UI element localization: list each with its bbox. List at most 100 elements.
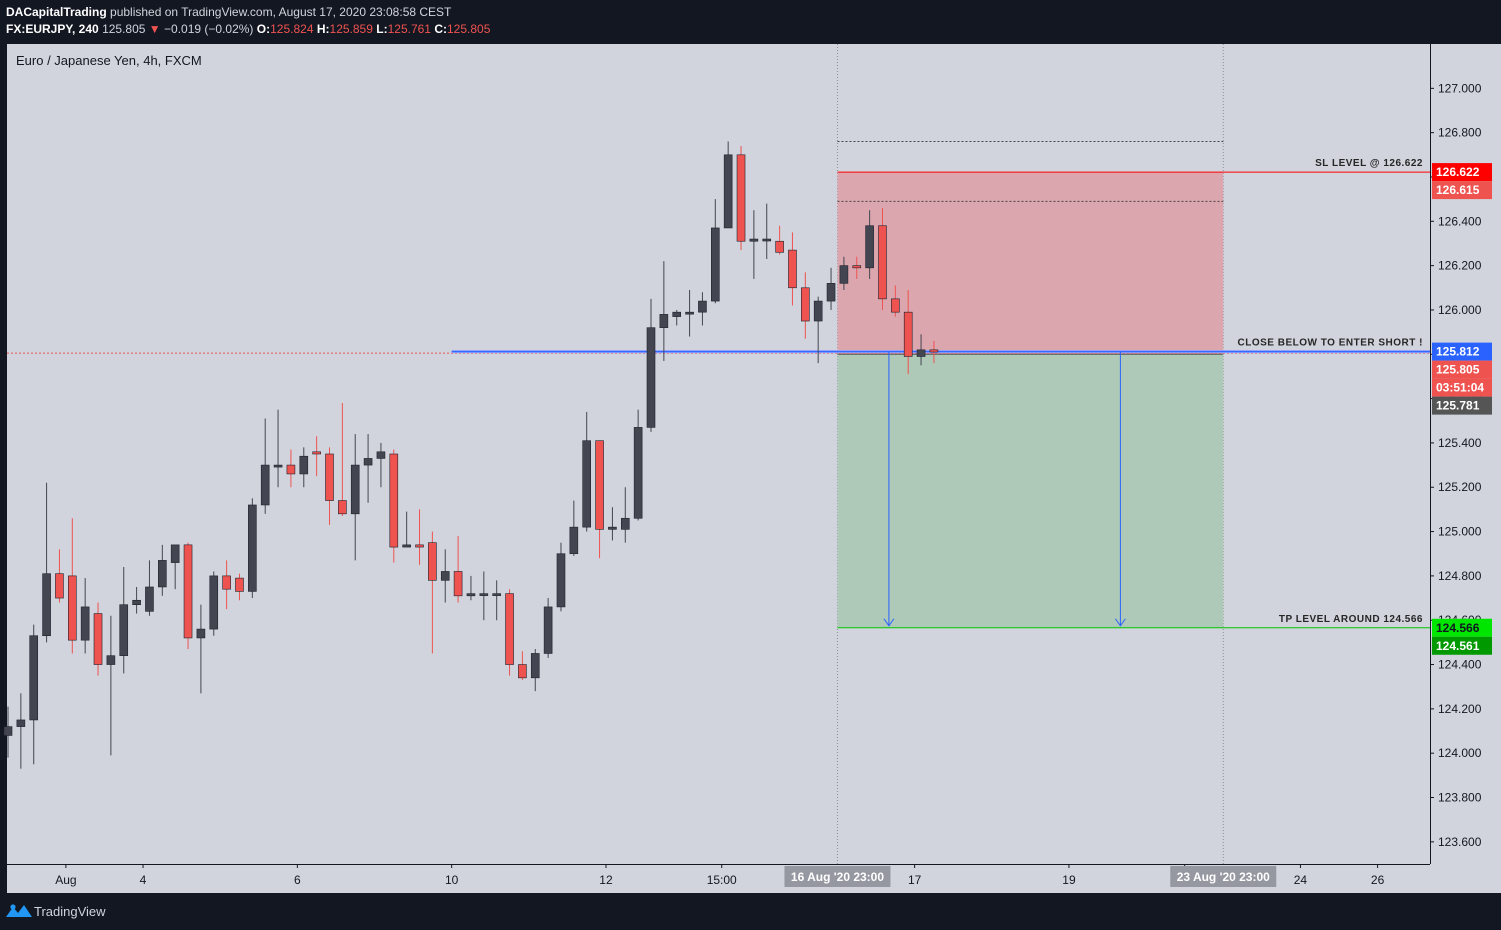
candle[interactable] [749, 210, 759, 279]
price-tag[interactable]: 125.812 [1432, 342, 1492, 361]
candle[interactable] [672, 309, 682, 326]
open-label: O: [256, 22, 271, 36]
candle[interactable] [80, 578, 90, 654]
candle[interactable] [698, 292, 707, 326]
candle[interactable] [839, 256, 849, 290]
candle[interactable] [878, 208, 887, 310]
price-tag-label: 124.561 [1436, 639, 1480, 653]
candle[interactable] [29, 624, 39, 765]
candle[interactable] [556, 542, 566, 612]
candle[interactable] [350, 434, 360, 561]
chart-header: DACapitalTrading published on TradingVie… [0, 0, 1501, 44]
candle[interactable] [852, 256, 862, 279]
candle[interactable] [775, 225, 784, 255]
candle[interactable] [891, 285, 900, 317]
y-tick-label: 126.400 [1438, 214, 1482, 228]
candle[interactable] [273, 409, 283, 488]
candle[interactable] [620, 487, 630, 543]
candle-body [440, 571, 450, 581]
last-price: 125.805 [102, 22, 146, 36]
candle[interactable] [428, 531, 437, 654]
candle[interactable] [813, 296, 823, 364]
price-chart[interactable]: SL LEVEL @ 126.622 CLOSE BELOW TO ENTER S… [0, 44, 1501, 893]
candle[interactable] [93, 602, 103, 676]
candle[interactable] [646, 298, 656, 432]
price-tag[interactable]: 126.615 [1432, 181, 1492, 200]
candle-body [916, 349, 926, 357]
candle[interactable] [929, 340, 939, 364]
candle[interactable] [453, 536, 463, 603]
candle-body [659, 314, 669, 328]
candle[interactable] [762, 203, 772, 259]
candle[interactable] [633, 409, 643, 521]
candle[interactable] [55, 549, 64, 603]
tradingview-logo-icon[interactable] [6, 903, 32, 919]
candle[interactable] [222, 560, 231, 610]
candle[interactable] [582, 411, 592, 532]
candle[interactable] [479, 571, 489, 621]
candle[interactable] [608, 507, 617, 541]
candle[interactable] [312, 436, 321, 477]
price-tag[interactable]: 03:51:04 [1432, 378, 1492, 397]
candle[interactable] [16, 693, 26, 769]
stop-zone[interactable] [837, 172, 1224, 355]
axis-corner [1430, 864, 1501, 893]
candle[interactable] [826, 267, 836, 310]
candle[interactable] [492, 580, 501, 621]
candle[interactable] [402, 511, 411, 548]
price-tag[interactable]: 125.781 [1432, 396, 1492, 415]
candle[interactable] [248, 498, 257, 599]
x-tick-label: 6 [294, 873, 301, 887]
candle[interactable] [543, 598, 553, 658]
candle[interactable] [170, 544, 180, 590]
candle[interactable] [865, 210, 874, 279]
candle[interactable] [209, 571, 219, 636]
candle[interactable] [903, 290, 913, 375]
candle[interactable] [132, 586, 141, 614]
price-tag[interactable]: 124.561 [1432, 636, 1492, 655]
candle[interactable] [183, 542, 193, 650]
candle[interactable] [569, 500, 579, 556]
candle[interactable] [466, 575, 476, 601]
target-zone[interactable] [837, 354, 1224, 628]
candle[interactable] [158, 544, 167, 596]
price-tag[interactable]: 125.805 [1432, 360, 1492, 379]
candle-body [582, 440, 592, 528]
candle[interactable] [518, 651, 527, 681]
candle[interactable] [788, 232, 797, 306]
author-name[interactable]: DACapitalTrading [6, 5, 107, 19]
symbol-label[interactable]: FX:EURJPY, 240 [6, 22, 99, 36]
candle[interactable] [3, 706, 13, 758]
candle[interactable] [505, 589, 514, 676]
candle[interactable] [260, 418, 270, 514]
candle[interactable] [325, 447, 334, 525]
candle[interactable] [145, 560, 154, 616]
candle[interactable] [723, 141, 733, 229]
candle[interactable] [440, 549, 450, 603]
candle[interactable] [530, 649, 540, 692]
price-tag[interactable]: 124.566 [1432, 618, 1492, 637]
candle[interactable] [685, 290, 694, 337]
candle[interactable] [736, 145, 746, 251]
candle[interactable] [68, 518, 77, 654]
candle[interactable] [595, 440, 604, 559]
candle[interactable] [415, 509, 424, 565]
candle[interactable] [119, 567, 129, 674]
candle[interactable] [659, 261, 669, 361]
footer-brand[interactable]: TradingView [34, 904, 106, 919]
candle[interactable] [376, 442, 386, 488]
candle[interactable] [106, 615, 116, 756]
candle[interactable] [916, 334, 926, 366]
candle[interactable] [389, 449, 399, 563]
candle[interactable] [710, 199, 720, 304]
candle[interactable] [286, 449, 296, 488]
price-tag[interactable]: 126.622 [1432, 163, 1492, 182]
candle[interactable] [235, 573, 244, 601]
candle[interactable] [801, 272, 810, 339]
low-value: 125.761 [387, 22, 431, 36]
candle[interactable] [363, 434, 373, 503]
candle[interactable] [338, 403, 347, 517]
candle[interactable] [42, 482, 51, 643]
candle[interactable] [299, 447, 309, 488]
candle[interactable] [196, 604, 206, 694]
